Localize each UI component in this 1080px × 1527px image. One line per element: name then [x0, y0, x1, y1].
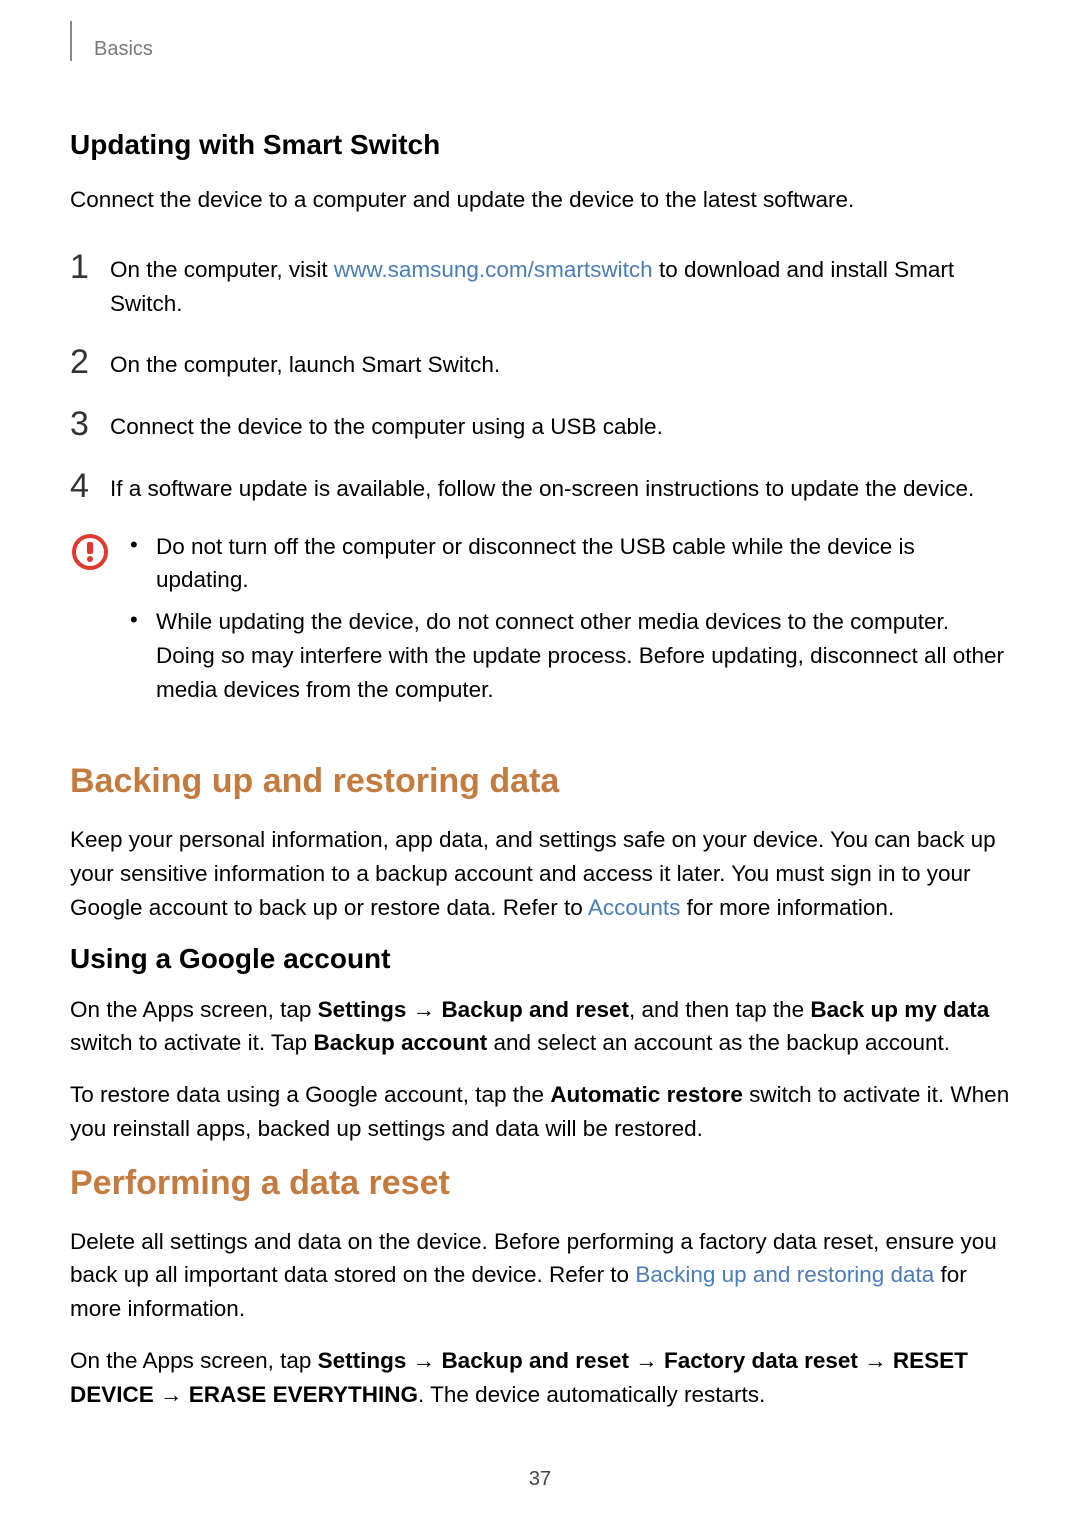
caution-icon	[70, 530, 130, 715]
page-header: Basics	[70, 38, 1010, 61]
text-fragment: On the Apps screen, tap	[70, 997, 318, 1022]
backup-intro: Keep your personal information, app data…	[70, 823, 1010, 924]
arrow: →	[629, 1348, 664, 1373]
section-updating: Updating with Smart Switch Connect the d…	[70, 129, 1010, 714]
text-fragment: , and then tap the	[629, 997, 810, 1022]
caution-block: • Do not turn off the computer or discon…	[70, 530, 1010, 715]
caution-bullet-2: • While updating the device, do not conn…	[130, 605, 1010, 706]
page-number: 37	[0, 1468, 1080, 1491]
text-fragment: and select an account as the backup acco…	[487, 1030, 950, 1055]
step-number: 2	[70, 344, 110, 381]
link-smartswitch[interactable]: www.samsung.com/smartswitch	[334, 257, 653, 282]
section-backup: Backing up and restoring data Keep your …	[70, 762, 1010, 1145]
header-divider	[70, 21, 72, 61]
section-title-backup: Backing up and restoring data	[70, 762, 1010, 801]
step-text: Connect the device to the computer using…	[110, 406, 663, 444]
caution-bullet-1: • Do not turn off the computer or discon…	[130, 530, 1010, 598]
link-backing-up[interactable]: Backing up and restoring data	[635, 1262, 934, 1287]
text-fragment: . The device automatically restarts.	[418, 1382, 765, 1407]
bold-backup-reset: Backup and reset	[441, 1348, 629, 1373]
step-3: 3 Connect the device to the computer usi…	[70, 406, 1010, 444]
text-fragment: To restore data using a Google account, …	[70, 1082, 550, 1107]
bold-factory-reset: Factory data reset	[664, 1348, 858, 1373]
step-text: If a software update is available, follo…	[110, 468, 974, 506]
step-text: On the computer, visit www.samsung.com/s…	[110, 249, 1010, 321]
heading-updating: Updating with Smart Switch	[70, 129, 1010, 161]
text-fragment: switch to activate it. Tap	[70, 1030, 313, 1055]
arrow: →	[154, 1382, 189, 1407]
bold-backup-reset: Backup and reset	[441, 997, 629, 1022]
bullet-text: Do not turn off the computer or disconne…	[156, 530, 1010, 598]
text-fragment: On the computer, visit	[110, 257, 334, 282]
intro-text: Connect the device to a computer and upd…	[70, 183, 1010, 217]
bold-erase-everything: ERASE EVERYTHING	[189, 1382, 418, 1407]
step-4: 4 If a software update is available, fol…	[70, 468, 1010, 506]
backup-p1: On the Apps screen, tap Settings → Backu…	[70, 993, 1010, 1061]
reset-p1: Delete all settings and data on the devi…	[70, 1225, 1010, 1326]
text-fragment: for more information.	[680, 895, 894, 920]
step-text: On the computer, launch Smart Switch.	[110, 344, 500, 382]
backup-p2: To restore data using a Google account, …	[70, 1078, 1010, 1146]
section-reset: Performing a data reset Delete all setti…	[70, 1164, 1010, 1412]
bullet-dot: •	[130, 605, 156, 706]
step-number: 1	[70, 249, 110, 286]
bold-settings: Settings	[318, 997, 407, 1022]
section-title-reset: Performing a data reset	[70, 1164, 1010, 1203]
step-2: 2 On the computer, launch Smart Switch.	[70, 344, 1010, 382]
bold-settings: Settings	[318, 1348, 407, 1373]
bold-automatic-restore: Automatic restore	[550, 1082, 743, 1107]
link-accounts[interactable]: Accounts	[588, 895, 681, 920]
bold-backup-my-data: Back up my data	[810, 997, 989, 1022]
breadcrumb: Basics	[94, 38, 153, 61]
arrow: →	[406, 1348, 441, 1373]
caution-content: • Do not turn off the computer or discon…	[130, 530, 1010, 715]
reset-p2: On the Apps screen, tap Settings → Backu…	[70, 1344, 1010, 1412]
text-fragment: On the Apps screen, tap	[70, 1348, 318, 1373]
bullet-dot: •	[130, 530, 156, 598]
heading-google-account: Using a Google account	[70, 943, 1010, 975]
step-1: 1 On the computer, visit www.samsung.com…	[70, 249, 1010, 321]
step-number: 4	[70, 468, 110, 505]
bold-backup-account: Backup account	[313, 1030, 487, 1055]
arrow: →	[406, 997, 441, 1022]
page-content: Basics Updating with Smart Switch Connec…	[0, 0, 1080, 1411]
step-number: 3	[70, 406, 110, 443]
arrow: →	[858, 1348, 893, 1373]
bullet-text: While updating the device, do not connec…	[156, 605, 1010, 706]
